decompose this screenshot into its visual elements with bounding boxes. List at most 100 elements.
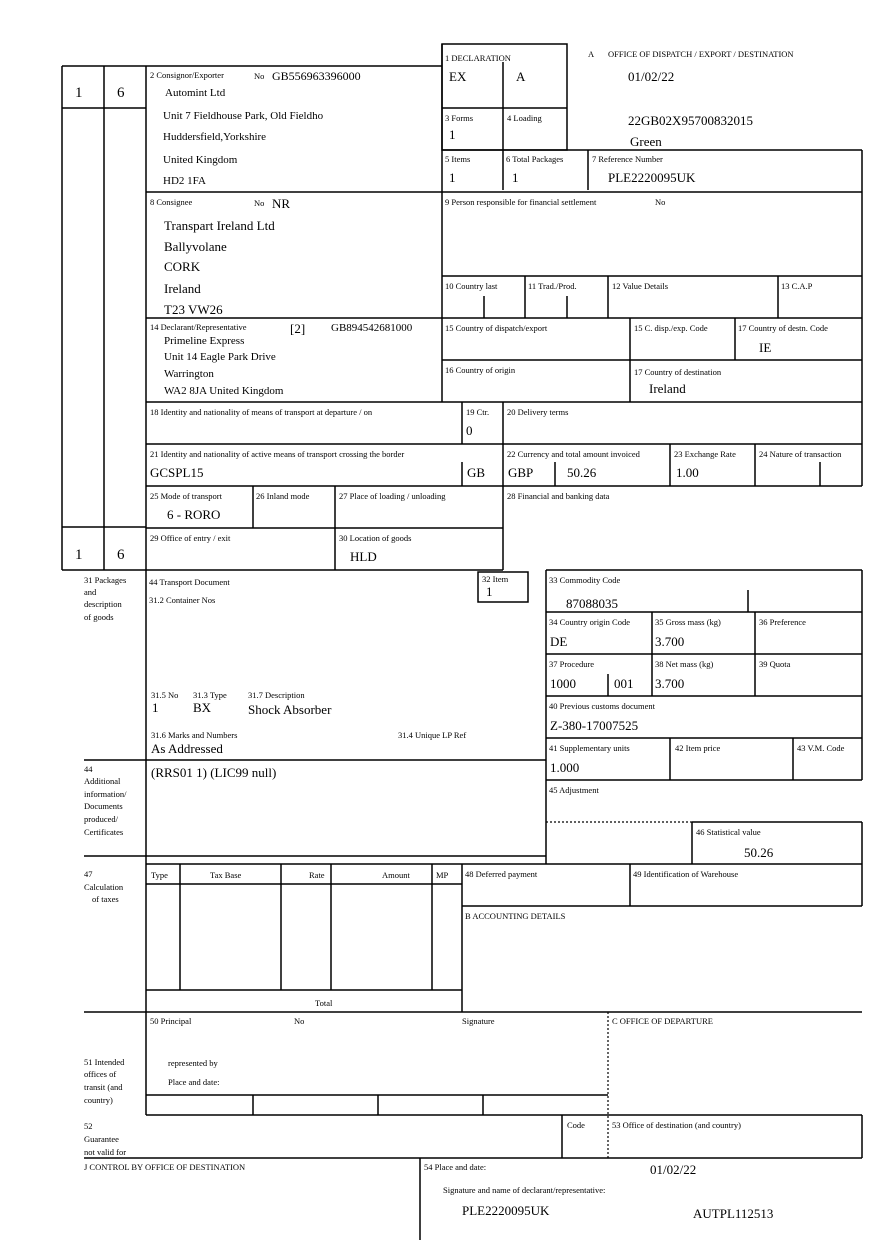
box16-label: 16 Country of origin xyxy=(445,365,516,375)
box31-label: description xyxy=(84,599,122,609)
box25-label: 25 Mode of transport xyxy=(150,491,223,501)
signature-label: Signature xyxy=(462,1016,495,1026)
box7-label: 7 Reference Number xyxy=(592,154,663,164)
box52-label: not valid for xyxy=(84,1147,127,1157)
box44-label: information/ xyxy=(84,789,127,799)
ucr-label: 31.4 Unique LP Ref xyxy=(398,730,467,740)
office-label: OFFICE OF DISPATCH / EXPORT / DESTINATIO… xyxy=(608,49,794,59)
box51-label: country) xyxy=(84,1095,113,1105)
box24-label: 24 Nature of transaction xyxy=(759,449,842,459)
box3-label: 3 Forms xyxy=(445,113,474,123)
box34-label: 34 Country origin Code xyxy=(549,617,630,627)
box15-label: 15 Country of dispatch/export xyxy=(445,323,548,333)
supplementary-units: 1.000 xyxy=(550,760,580,775)
box46-label: 46 Statistical value xyxy=(696,827,761,837)
marks-label: 31.6 Marks and Numbers xyxy=(151,730,238,740)
box48-label: 48 Deferred payment xyxy=(465,869,538,879)
forms-value: 1 xyxy=(449,127,456,142)
signatory-code: AUTPL112513 xyxy=(693,1206,774,1221)
transport-mode: 6 - RORO xyxy=(167,507,221,522)
box37-label: 37 Procedure xyxy=(549,659,595,669)
declarant-line: Primeline Express xyxy=(164,335,245,347)
previous-document: Z-380-17007525 xyxy=(550,718,639,733)
declarant-line: WA2 8JA United Kingdom xyxy=(164,385,284,397)
box53-label: 53 Office of destination (and country) xyxy=(612,1120,741,1130)
box8-no-label: No xyxy=(254,198,265,208)
tax-total-label: Total xyxy=(315,998,333,1008)
place-date: 01/02/22 xyxy=(650,1162,697,1177)
box36-label: 36 Preference xyxy=(759,617,806,627)
declaration-type: EX xyxy=(449,69,467,84)
box17a-label: 17 Country of destn. Code xyxy=(738,323,828,333)
item-number: 1 xyxy=(486,584,493,599)
box49-label: 49 Identification of Warehouse xyxy=(633,869,739,879)
box54-label: 54 Place and date: xyxy=(424,1162,487,1172)
box27-label: 27 Place of loading / unloading xyxy=(339,491,446,501)
box30-label: 30 Location of goods xyxy=(339,533,412,543)
declarant-line: Warrington xyxy=(164,368,214,380)
gross-mass: 3.700 xyxy=(655,634,685,649)
goods-description: Shock Absorber xyxy=(248,702,332,717)
tax-col-type: Type xyxy=(151,870,168,880)
active-transport: GCSPL15 xyxy=(150,465,204,480)
box26-label: 26 Inland mode xyxy=(256,491,310,501)
box35-label: 35 Gross mass (kg) xyxy=(655,617,721,627)
box51-label: transit (and xyxy=(84,1082,123,1092)
box47-label: 47 xyxy=(84,869,93,879)
reference-value: PLE2220095UK xyxy=(608,170,696,185)
office-departure-label: C OFFICE OF DEPARTURE xyxy=(612,1016,713,1026)
side-top-form: 1 xyxy=(75,85,83,101)
consignor-no: GB556963396000 xyxy=(272,69,361,83)
box15a-label: 15 C. disp./exp. Code xyxy=(634,323,708,333)
consignor-line: United Kingdom xyxy=(163,154,238,166)
side-top-copy: 6 xyxy=(117,85,125,101)
mrn: 22GB02X95700832015 xyxy=(628,113,753,128)
marks-value: As Addressed xyxy=(151,741,223,756)
procedure-additional: 001 xyxy=(614,676,634,691)
box33-label: 33 Commodity Code xyxy=(549,575,621,585)
accounting-label: B ACCOUNTING DETAILS xyxy=(465,911,566,921)
destination-country: Ireland xyxy=(649,381,686,396)
net-mass: 3.700 xyxy=(655,676,685,691)
box12-label: 12 Value Details xyxy=(612,281,669,291)
box31-label: of goods xyxy=(84,612,114,622)
declaration-subtype: A xyxy=(516,69,526,84)
box39-label: 39 Quota xyxy=(759,659,791,669)
tax-col-amount: Amount xyxy=(382,870,410,880)
box38-label: 38 Net mass (kg) xyxy=(655,659,714,669)
box1-label: 1 DECLARATION xyxy=(445,53,511,63)
box13-label: 13 C.A.P xyxy=(781,281,813,291)
box51-label: 51 Intended xyxy=(84,1057,125,1067)
represented-label: represented by xyxy=(168,1058,218,1068)
box52-label: Guarantee xyxy=(84,1134,119,1144)
box23-label: 23 Exchange Rate xyxy=(674,449,736,459)
signature-name-label: Signature and name of declarant/represen… xyxy=(443,1185,606,1195)
container-label: 31.2 Container Nos xyxy=(149,595,216,605)
box31-label: 31 Packages xyxy=(84,575,127,585)
side-bottom-form: 1 xyxy=(75,547,83,563)
consignee-line: CORK xyxy=(164,259,201,274)
box21-label: 21 Identity and nationality of active me… xyxy=(150,449,405,459)
box10-label: 10 Country last xyxy=(445,281,498,291)
package-no-label: 31.5 No xyxy=(151,690,179,700)
box9-no-label: No xyxy=(655,197,666,207)
box45-label: 45 Adjustment xyxy=(549,785,599,795)
transport-doc-label: 44 Transport Document xyxy=(149,577,230,587)
origin-code: DE xyxy=(550,634,568,649)
header-date: 01/02/22 xyxy=(628,69,675,84)
commodity-code: 87088035 xyxy=(566,596,618,611)
box2-label: 2 Consignor/Exporter xyxy=(150,70,224,80)
box42-label: 42 Item price xyxy=(675,743,721,753)
box50-no-label: No xyxy=(294,1016,305,1026)
statistical-value: 50.26 xyxy=(744,845,774,860)
additional-info: (RRS01 1) (LIC99 null) xyxy=(151,765,277,780)
control-label: J CONTROL BY OFFICE OF DESTINATION xyxy=(84,1162,246,1172)
tax-col-base: Tax Base xyxy=(210,870,242,880)
box44-label: 44 xyxy=(84,764,93,774)
box44-label: produced/ xyxy=(84,814,118,824)
packages-value: 1 xyxy=(512,170,519,185)
consignor-line: Automint Ltd xyxy=(165,87,226,99)
exchange-rate: 1.00 xyxy=(676,465,699,480)
goods-location: HLD xyxy=(350,549,377,564)
